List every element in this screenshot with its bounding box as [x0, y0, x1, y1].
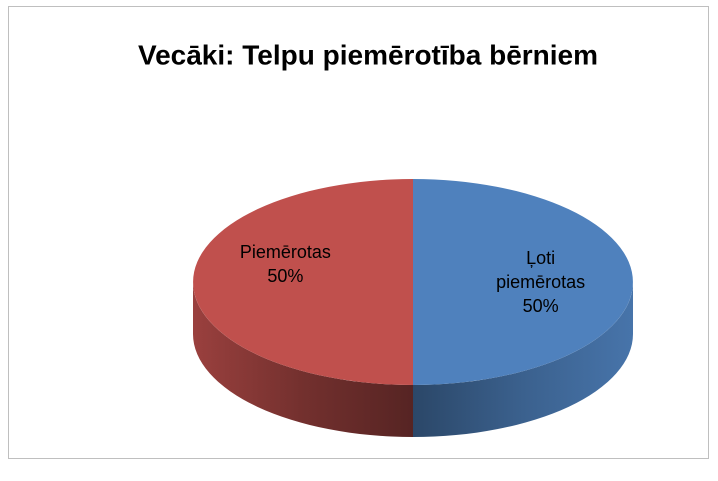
slice-label: Piemērotas 50%	[225, 240, 345, 288]
chart-title: Vecāki: Telpu piemērotība bērniem	[138, 39, 598, 70]
slice	[193, 179, 413, 385]
slice-category: Ļoti piemērotas	[496, 248, 586, 292]
slice-category: Piemērotas	[239, 242, 331, 262]
slice-side	[413, 282, 633, 437]
slice	[413, 179, 633, 385]
slice-label: Ļoti piemērotas 50%	[481, 246, 601, 318]
slice-side	[193, 282, 413, 437]
slice-value: 50%	[267, 266, 304, 286]
slice-value: 50%	[522, 296, 559, 316]
